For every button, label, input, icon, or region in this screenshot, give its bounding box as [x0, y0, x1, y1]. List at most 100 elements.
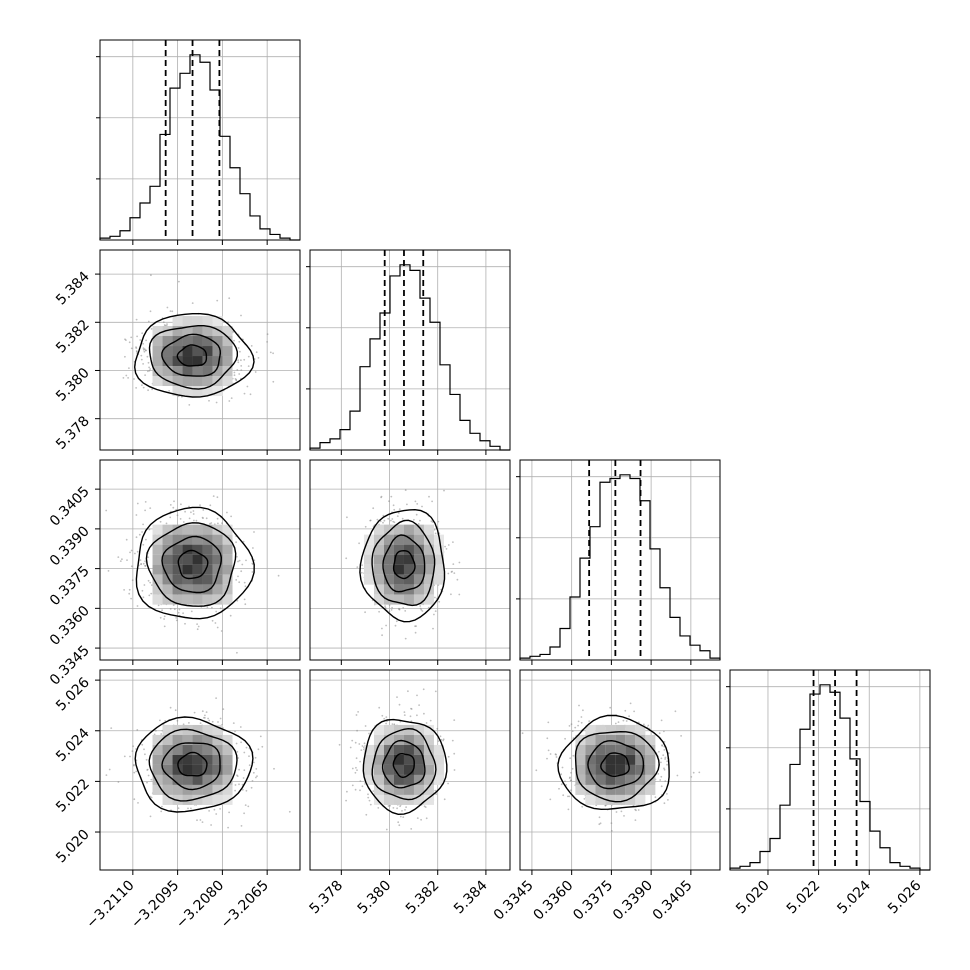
- scatter-point: [159, 616, 162, 619]
- scatter-point: [578, 704, 580, 707]
- scatter-point: [447, 755, 450, 758]
- scatter-point: [161, 805, 163, 808]
- density-cell: [423, 574, 434, 585]
- density-cell: [152, 336, 163, 347]
- scatter-point: [439, 735, 442, 738]
- scatter-point: [182, 723, 185, 726]
- scatter-point: [245, 559, 247, 562]
- scatter-point: [345, 799, 347, 802]
- x-tick-label: −3.2095: [128, 878, 182, 932]
- scatter-point: [173, 608, 176, 611]
- density-cell: [373, 534, 384, 545]
- panel-3-3: 5.020 5.022 5.024 5.026: [726, 669, 931, 918]
- scatter-point: [351, 739, 354, 742]
- scatter-point: [546, 757, 548, 760]
- density-cell: [192, 594, 203, 605]
- scatter-point: [241, 788, 244, 791]
- scatter-point: [157, 604, 160, 607]
- scatter-point: [150, 778, 153, 781]
- scatter-point: [208, 719, 211, 722]
- scatter-point: [169, 516, 172, 519]
- density-cell: [383, 724, 394, 735]
- scatter-point: [149, 581, 152, 584]
- scatter-point: [567, 808, 570, 811]
- scatter-point: [215, 610, 218, 613]
- scatter-point: [567, 795, 569, 798]
- scatter-point: [144, 753, 146, 756]
- density-cell: [393, 534, 404, 545]
- scatter-point: [238, 783, 240, 786]
- scatter-point: [216, 496, 219, 499]
- scatter-point: [216, 626, 219, 629]
- scatter-point: [555, 756, 558, 758]
- density-cell: [615, 754, 626, 765]
- density-cell: [625, 744, 636, 755]
- density-cell: [222, 326, 233, 337]
- density-cell: [595, 724, 606, 735]
- density-cell: [182, 734, 193, 745]
- density-cell: [635, 734, 646, 745]
- scatter-point: [369, 803, 372, 806]
- density-cell: [383, 754, 394, 765]
- scatter-point: [570, 723, 573, 726]
- density-cell: [212, 316, 223, 327]
- scatter-point: [182, 521, 185, 523]
- contour-line-1: [176, 344, 208, 367]
- scatter-point: [236, 774, 238, 777]
- scatter-point: [647, 724, 650, 727]
- scatter-point: [676, 774, 679, 777]
- scatter-point: [243, 769, 246, 772]
- scatter-point: [637, 809, 640, 811]
- scatter-point: [367, 796, 370, 799]
- density-cell: [162, 534, 173, 545]
- scatter-point: [119, 560, 122, 562]
- density-cell: [423, 564, 434, 575]
- scatter-point: [141, 531, 144, 533]
- density-cell: [585, 724, 596, 735]
- scatter-point: [148, 528, 151, 531]
- scatter-point: [443, 798, 446, 801]
- scatter-point: [273, 767, 275, 770]
- scatter-point: [190, 807, 192, 810]
- density-cell: [423, 764, 434, 775]
- density-cell: [202, 594, 213, 605]
- density-cell: [383, 544, 394, 555]
- scatter-point: [228, 811, 231, 814]
- scatter-point: [250, 786, 253, 789]
- scatter-point: [434, 690, 437, 693]
- scatter-point: [254, 371, 257, 373]
- density-cell: [605, 744, 616, 755]
- scatter-point: [570, 771, 572, 774]
- scatter-point: [205, 517, 208, 520]
- scatter-point: [248, 755, 250, 758]
- scatter-point: [235, 541, 238, 544]
- density-cell: [162, 774, 173, 785]
- scatter-point: [237, 560, 239, 563]
- scatter-point: [410, 828, 413, 830]
- scatter-point: [257, 357, 260, 359]
- density-cell: [222, 774, 233, 785]
- density-cell: [172, 336, 183, 347]
- density-cell: [162, 574, 173, 585]
- scatter-point: [658, 750, 660, 753]
- scatter-point: [137, 802, 139, 804]
- density-cell: [182, 534, 193, 545]
- scatter-point: [131, 579, 134, 582]
- density-cell: [152, 764, 163, 775]
- density-cell: [393, 754, 404, 765]
- scatter-point: [217, 522, 219, 525]
- scatter-point: [142, 386, 145, 389]
- density-cell: [615, 764, 626, 775]
- scatter-point: [434, 610, 437, 612]
- density-cell: [182, 376, 193, 387]
- scatter-point: [216, 517, 219, 520]
- scatter-point: [135, 770, 138, 773]
- scatter-point: [565, 784, 568, 786]
- scatter-point: [419, 605, 422, 607]
- scatter-point: [199, 819, 202, 821]
- x-tick-label: 5.022: [784, 878, 824, 918]
- scatter-point: [443, 489, 445, 492]
- scatter-point: [239, 350, 241, 353]
- scatter-point: [172, 506, 175, 509]
- scatter-point: [145, 349, 147, 352]
